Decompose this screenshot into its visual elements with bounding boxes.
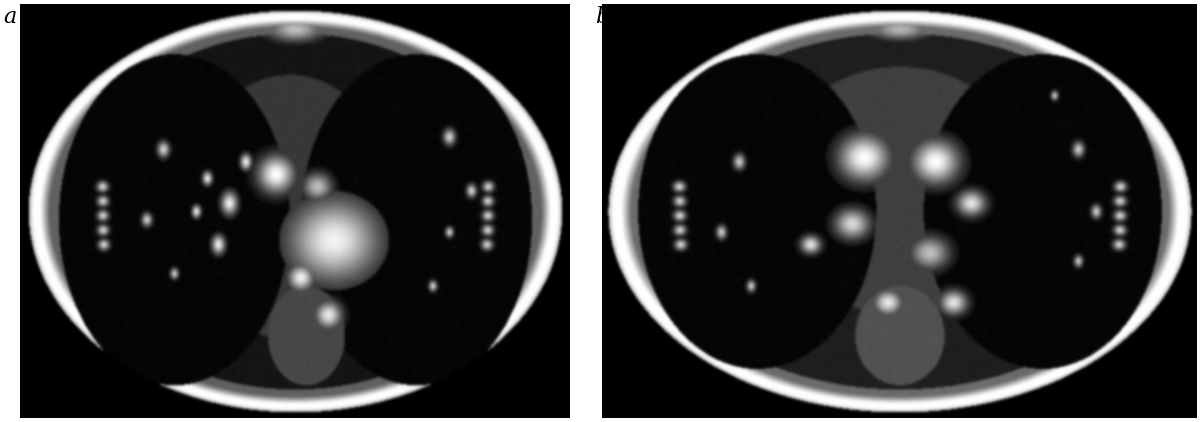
Text: a: a xyxy=(4,6,17,28)
Text: b: b xyxy=(595,6,610,28)
